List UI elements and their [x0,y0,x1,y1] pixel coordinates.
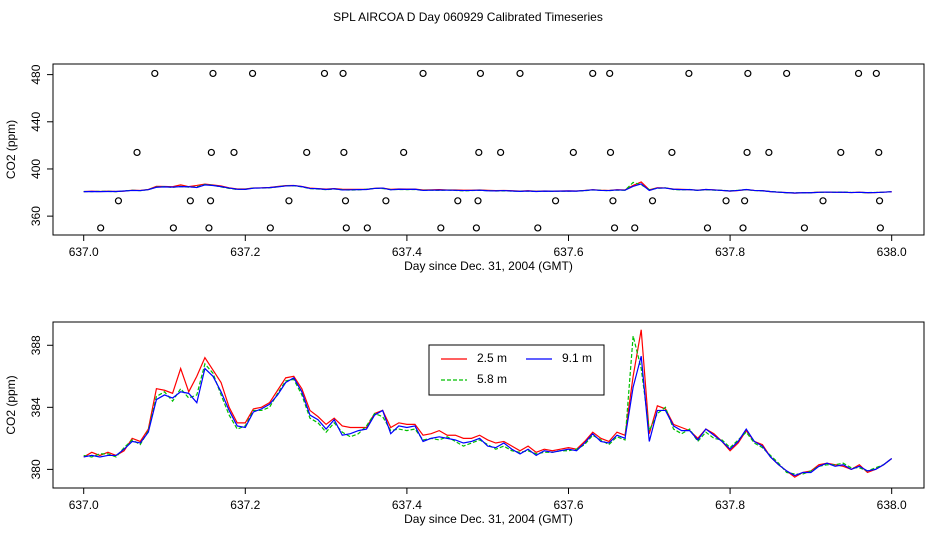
series-line [83,355,893,477]
point [875,197,884,205]
point [703,224,712,232]
point [631,224,639,232]
point [569,148,577,157]
point [739,224,747,232]
point [341,197,350,205]
point [340,148,348,157]
point [400,148,408,157]
point [606,69,614,78]
x-tick-label: 637.2 [230,245,260,259]
point [741,197,749,205]
point [133,148,141,157]
point [685,69,693,78]
y-tick-label: 440 [29,111,43,131]
x-tick-label: 637.2 [230,498,260,512]
point [872,69,880,78]
point [285,197,293,205]
point [114,197,123,205]
point [186,197,194,205]
point [722,197,730,205]
point [419,69,427,78]
x-tick-label: 637.6 [553,498,583,512]
point [97,224,105,232]
x-tick-label: 637.4 [392,498,422,512]
point [209,69,217,78]
point [454,197,462,205]
point [382,197,390,205]
point [266,224,274,232]
point [151,69,159,78]
x-tick-label: 637.0 [69,498,99,512]
point [205,224,213,232]
point [668,148,676,157]
point [207,148,215,157]
legend-label: 9.1 m [562,351,592,365]
point [516,69,524,78]
point [437,224,445,232]
point [876,224,884,232]
y-tick-label: 388 [29,335,43,355]
x-tick-label: 637.0 [69,245,99,259]
point [534,224,542,232]
x-tick-label: 637.8 [715,498,745,512]
point [320,69,329,78]
point [472,224,480,232]
point [551,197,560,205]
x-tick-label: 637.4 [392,245,422,259]
x-axis-label: Day since Dec. 31, 2004 (GMT) [404,259,573,273]
point [476,69,485,78]
y-tick-label: 480 [29,64,43,84]
point [475,148,483,157]
point [589,69,597,78]
x-tick-label: 638.0 [877,498,907,512]
point [610,224,619,232]
x-tick-label: 638.0 [877,245,907,259]
point [169,224,177,232]
y-tick-label: 380 [29,459,43,479]
point [363,224,371,232]
x-tick-label: 637.6 [553,245,583,259]
point [875,148,883,157]
point [837,148,845,157]
chart-title: SPL AIRCOA D Day 060929 Calibrated Times… [333,10,603,24]
x-tick-label: 637.8 [715,245,745,259]
plot-frame [52,321,925,489]
legend-box [428,344,605,396]
point [783,69,791,78]
point [744,69,752,78]
y-tick-label: 400 [29,159,43,179]
point [230,148,238,157]
point [800,224,809,232]
legend-label: 5.8 m [477,372,507,386]
point [743,148,751,157]
point [609,197,617,205]
point [765,148,773,157]
y-axis-label: CO2 (ppm) [4,120,18,179]
point [206,197,215,205]
y-tick-label: 360 [29,206,43,226]
point [342,224,350,232]
point [339,69,347,78]
point [248,69,257,78]
plot-frame [52,63,925,236]
point [497,148,505,157]
y-axis-label: CO2 (ppm) [4,375,18,434]
point [819,197,827,205]
legend-label: 2.5 m [477,351,507,365]
point [303,148,311,157]
y-tick-label: 384 [29,397,43,417]
point [606,148,615,157]
series-line [83,183,892,194]
x-axis-label: Day since Dec. 31, 2004 (GMT) [404,512,573,526]
point [648,197,657,205]
point [854,69,863,78]
point [474,197,482,205]
